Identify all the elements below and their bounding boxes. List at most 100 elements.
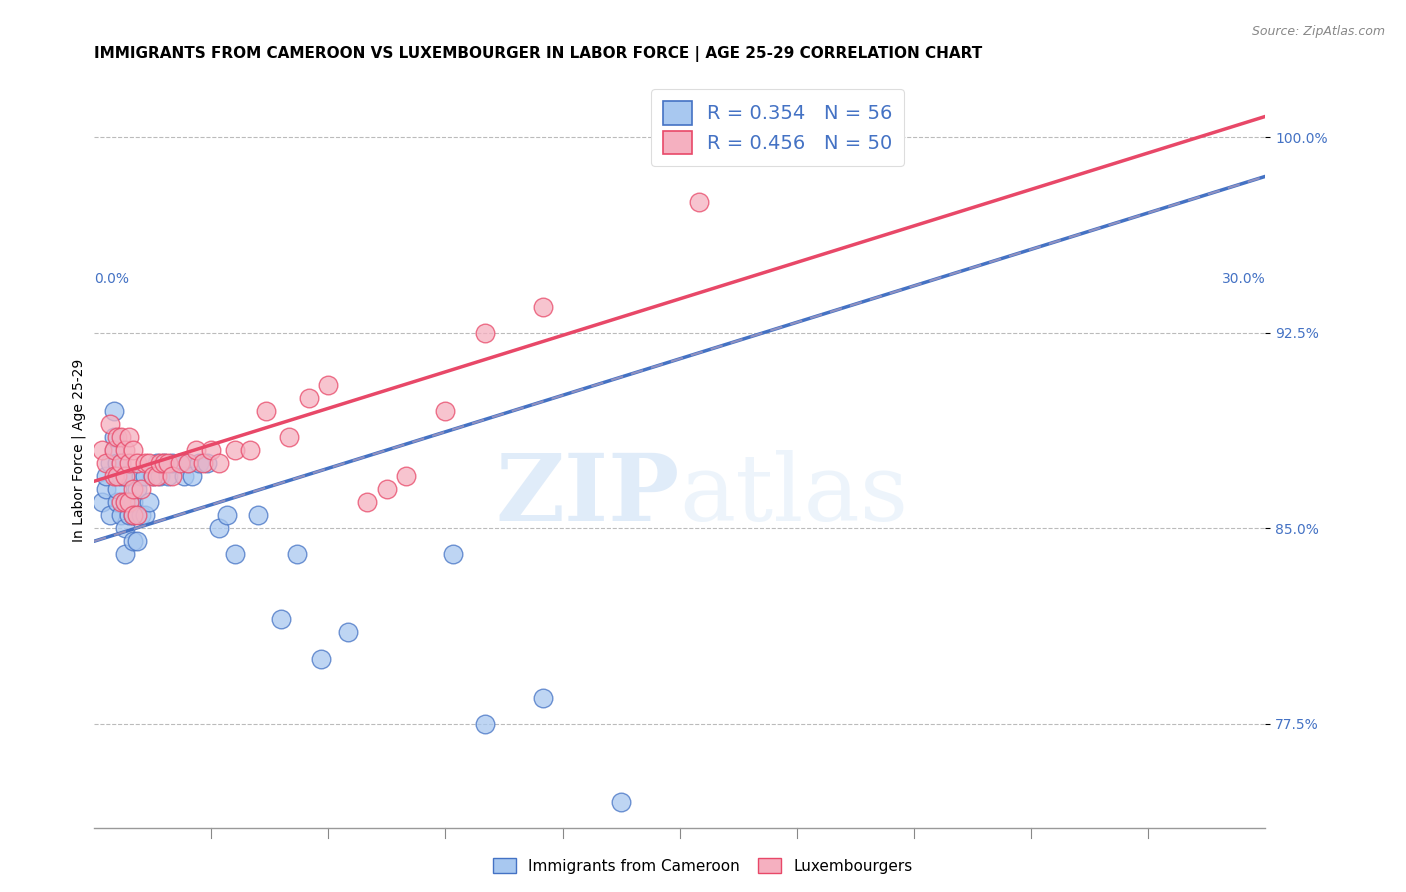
Point [114,521,136,535]
Text: ZIP: ZIP [495,450,679,541]
Point [90,443,112,458]
Point [142,469,165,483]
Point [103,430,125,444]
Point [177,456,200,470]
Point [122,443,145,458]
Point [110,469,132,483]
Point [169,456,191,470]
Text: 0.0%: 0.0% [94,272,129,286]
Point [224,443,246,458]
Point [125,456,148,470]
Point [134,456,156,470]
Point [142,469,165,483]
Point [688,195,710,210]
Point [122,534,145,549]
Point [285,547,308,561]
Point [224,547,246,561]
Point [298,391,321,405]
Text: atlas: atlas [679,450,908,541]
Point [149,456,172,470]
Point [103,443,125,458]
Point [169,456,191,470]
Point [239,443,262,458]
Point [145,456,167,470]
Point [107,495,129,509]
Point [110,495,132,509]
Point [110,456,132,470]
Point [118,456,141,470]
Point [122,508,145,523]
Point [278,430,301,444]
Point [138,456,160,470]
Point [395,469,418,483]
Point [173,469,195,483]
Point [114,443,136,458]
Point [610,795,633,809]
Point [98,417,121,431]
Point [125,534,148,549]
Point [118,495,141,509]
Text: 30.0%: 30.0% [1222,272,1265,286]
Point [441,547,464,561]
Point [177,456,200,470]
Point [129,469,152,483]
Point [94,469,117,483]
Point [247,508,270,523]
Point [110,456,132,470]
Point [110,430,132,444]
Point [114,495,136,509]
Point [134,469,156,483]
Point [122,495,145,509]
Point [766,143,789,157]
Point [125,482,148,496]
Point [103,443,125,458]
Point [157,469,180,483]
Point [107,469,129,483]
Point [153,456,176,470]
Point [145,469,167,483]
Point [118,495,141,509]
Point [103,469,125,483]
Point [208,456,231,470]
Point [149,469,172,483]
Point [94,456,117,470]
Point [103,404,125,418]
Point [122,469,145,483]
Point [153,456,176,470]
Point [160,456,183,470]
Point [188,456,211,470]
Point [114,469,136,483]
Point [125,508,148,523]
Point [336,625,359,640]
Point [531,690,554,705]
Point [118,430,141,444]
Point [193,456,215,470]
Point [215,508,238,523]
Point [114,547,136,561]
Point [254,404,277,418]
Point [118,469,141,483]
Point [107,456,129,470]
Point [98,456,121,470]
Point [110,508,132,523]
Point [98,508,121,523]
Point [129,508,152,523]
Text: Source: ZipAtlas.com: Source: ZipAtlas.com [1251,25,1385,38]
Point [356,495,378,509]
Point [270,612,292,626]
Point [157,456,180,470]
Point [160,469,183,483]
Point [184,443,207,458]
Point [474,716,496,731]
Point [138,495,160,509]
Point [94,482,117,496]
Point [107,482,129,496]
Point [531,300,554,314]
Point [134,508,156,523]
Point [474,326,496,340]
Point [309,651,332,665]
Point [122,508,145,523]
Point [180,469,202,483]
Y-axis label: In Labor Force | Age 25-29: In Labor Force | Age 25-29 [72,359,86,541]
Point [200,443,222,458]
